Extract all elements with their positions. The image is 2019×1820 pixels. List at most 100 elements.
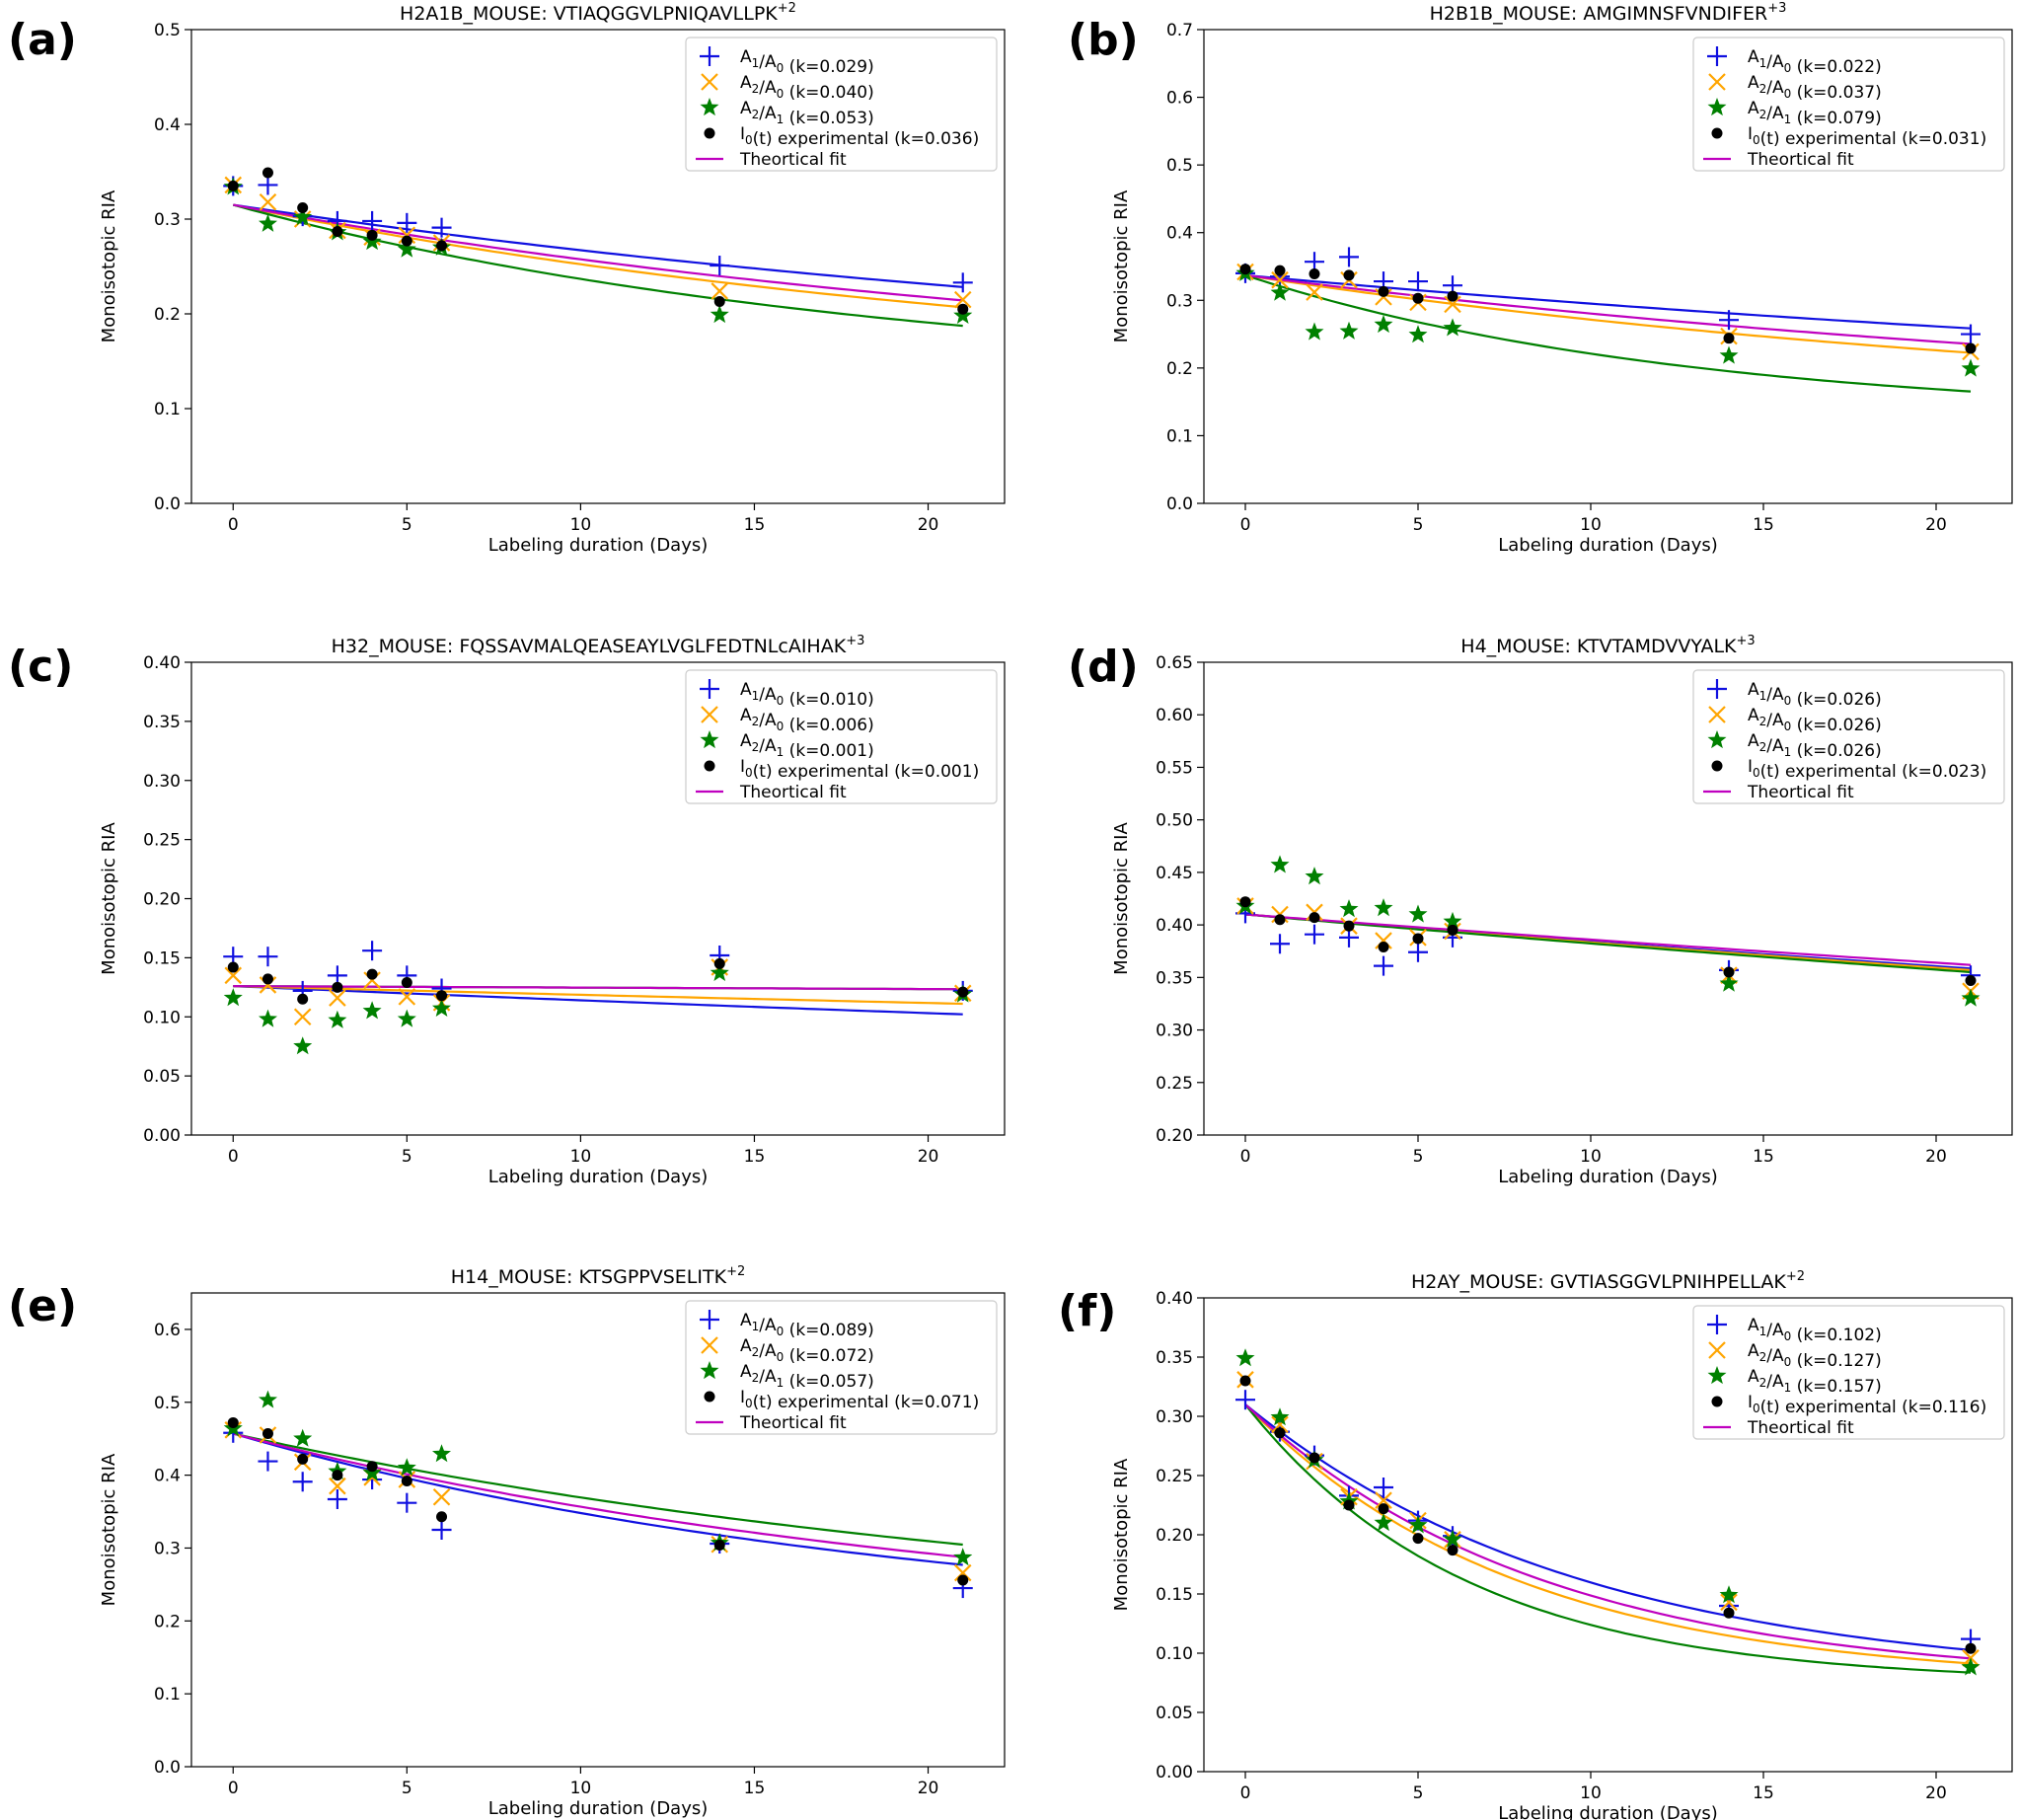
- data-point-i0: [436, 990, 448, 1002]
- plot-frame: [1203, 661, 2013, 1136]
- legend-label-a2a1: A2/A1 (k=0.157): [1748, 1367, 1882, 1397]
- fit-line-a1a0: [1244, 273, 1972, 330]
- y-tick-label: 0.30: [1156, 1407, 1193, 1427]
- y-tick-label: 0.25: [1156, 1074, 1193, 1094]
- data-point-a2a0: [1375, 1491, 1392, 1509]
- plot-frame: [190, 29, 1006, 504]
- data-point-a2a0: [224, 966, 243, 985]
- legend-marker-i0: [1711, 760, 1723, 772]
- legend-label-fit: Theortical fit: [1747, 150, 1854, 170]
- legend-label-a1a0: A1/A0 (k=0.022): [1748, 47, 1882, 77]
- x-tick-label: 15: [1753, 1783, 1774, 1803]
- plot-frame: [190, 1292, 1006, 1768]
- data-point-a2a1: [397, 239, 416, 258]
- legend-marker-a1a0: [700, 1310, 719, 1329]
- y-tick-label: 0.6: [154, 1321, 181, 1340]
- legend-label-i0: I0(t) experimental (k=0.001): [740, 757, 979, 782]
- legend-marker-a2a0: [1708, 706, 1726, 723]
- legend-label-a2a1: A2/A1 (k=0.026): [1748, 731, 1882, 761]
- y-axis-label: Monoisotopic RIA: [99, 190, 119, 342]
- data-point-a1a0: [292, 1472, 313, 1492]
- legend-marker-a2a0: [701, 1336, 718, 1354]
- data-point-i0: [262, 167, 273, 179]
- y-tick-label: 0.05: [143, 1067, 181, 1087]
- legend: A1/A0 (k=0.102)A2/A0 (k=0.127)A2/A1 (k=0…: [1692, 1305, 2005, 1440]
- fit-line-a2a0: [233, 203, 963, 309]
- legend-marker-a2a0: [701, 73, 718, 91]
- legend-marker-a1a0: [700, 679, 719, 699]
- data-point-i0: [713, 1540, 725, 1552]
- data-point-a1a0: [327, 1488, 347, 1509]
- y-tick-label: 0.05: [1156, 1704, 1193, 1723]
- x-tick-label: 0: [1240, 515, 1251, 535]
- fit-line-a2a1: [233, 1432, 963, 1547]
- legend-marker-a2a1: [1707, 730, 1727, 749]
- legend-marker-a2a0: [1708, 1341, 1726, 1359]
- fit-line-a1a0: [233, 203, 963, 288]
- y-tick-label: 0.5: [154, 1394, 181, 1413]
- legend-marker-a2a1: [1707, 1366, 1727, 1385]
- data-point-a1a0: [397, 212, 417, 233]
- y-tick-label: 0.30: [143, 772, 181, 792]
- y-tick-label: 0.60: [1156, 706, 1193, 725]
- data-point-a2a1: [432, 998, 451, 1017]
- data-point-a2a1: [1305, 322, 1324, 341]
- data-point-a2a1: [1408, 325, 1428, 343]
- fit-line-a1a0: [233, 985, 963, 1016]
- y-tick-label: 0.2: [154, 1612, 181, 1631]
- legend-label-a2a0: A2/A0 (k=0.006): [740, 706, 874, 735]
- y-axis-label: Monoisotopic RIA: [99, 822, 119, 975]
- fit-line-fit: [1244, 913, 1972, 966]
- data-point-a2a1: [1339, 899, 1359, 918]
- y-tick-label: 0.4: [154, 115, 181, 135]
- legend-label-a2a0: A2/A0 (k=0.037): [1748, 73, 1882, 103]
- data-point-a1a0: [1961, 324, 1981, 344]
- data-point-i0: [366, 1461, 378, 1473]
- data-point-a2a1: [710, 305, 729, 324]
- fit-line-a2a1: [1244, 273, 1972, 393]
- legend-marker-a2a1: [700, 730, 719, 749]
- chart-panel-6: (f) H2AY_MOUSE: GVTIASGGVLPNIHPELLAK+2 0 5 1…: [1058, 1269, 2013, 1820]
- data-point-i0: [332, 225, 343, 237]
- legend-label-a2a1: A2/A1 (k=0.079): [1748, 99, 1882, 128]
- x-tick-label: 20: [918, 1779, 939, 1798]
- data-point-a2a1: [397, 1458, 416, 1477]
- chart-title: H4_MOUSE: KTVTAMDVVYALK+3: [1460, 634, 1755, 657]
- data-point-i0: [401, 977, 412, 989]
- y-tick-label: 0.2: [1166, 359, 1193, 379]
- y-tick-label: 0.2: [154, 305, 181, 325]
- y-axis-label: Monoisotopic RIA: [1111, 1458, 1132, 1611]
- data-point-i0: [1239, 264, 1251, 275]
- data-point-a2a0: [398, 988, 416, 1006]
- x-axis-label: Labeling duration (Days): [488, 1167, 709, 1187]
- data-point-a2a1: [362, 1001, 382, 1020]
- data-point-i0: [1239, 896, 1251, 908]
- y-axis-label: Monoisotopic RIA: [1111, 822, 1132, 975]
- data-point-a1a0: [952, 272, 973, 293]
- legend: A1/A0 (k=0.029)A2/A0 (k=0.040)A2/A1 (k=0…: [685, 37, 998, 172]
- legend-label-fit: Theortical fit: [1747, 783, 1854, 802]
- y-tick-label: 0.1: [154, 1685, 181, 1705]
- x-tick-label: 10: [570, 515, 592, 535]
- panel-label: (f): [1058, 1286, 1116, 1336]
- data-point-i0: [713, 957, 725, 969]
- chart-title: H14_MOUSE: KTSGPPVSELITK+2: [451, 1264, 746, 1288]
- y-tick-label: 0.40: [1156, 1289, 1193, 1309]
- data-point-a2a1: [1719, 973, 1739, 992]
- data-point-i0: [297, 1453, 309, 1465]
- data-point-i0: [1965, 1642, 1977, 1654]
- y-tick-label: 0.15: [1156, 1585, 1193, 1605]
- x-tick-label: 0: [228, 1779, 239, 1798]
- data-point-a2a1: [1270, 282, 1290, 301]
- data-point-a1a0: [1374, 955, 1393, 976]
- y-tick-label: 0.45: [1156, 864, 1193, 883]
- fit-line-a2a0: [1244, 1403, 1972, 1665]
- fit-line-a2a0: [1244, 273, 1972, 354]
- data-point-i0: [1239, 1375, 1251, 1387]
- data-point-a2a0: [710, 282, 729, 300]
- data-point-i0: [227, 180, 239, 191]
- data-point-a2a1: [1443, 911, 1462, 930]
- legend-label-a2a0: A2/A0 (k=0.127): [1748, 1341, 1882, 1371]
- data-point-a2a1: [1719, 345, 1739, 364]
- data-point-a2a1: [293, 1036, 313, 1055]
